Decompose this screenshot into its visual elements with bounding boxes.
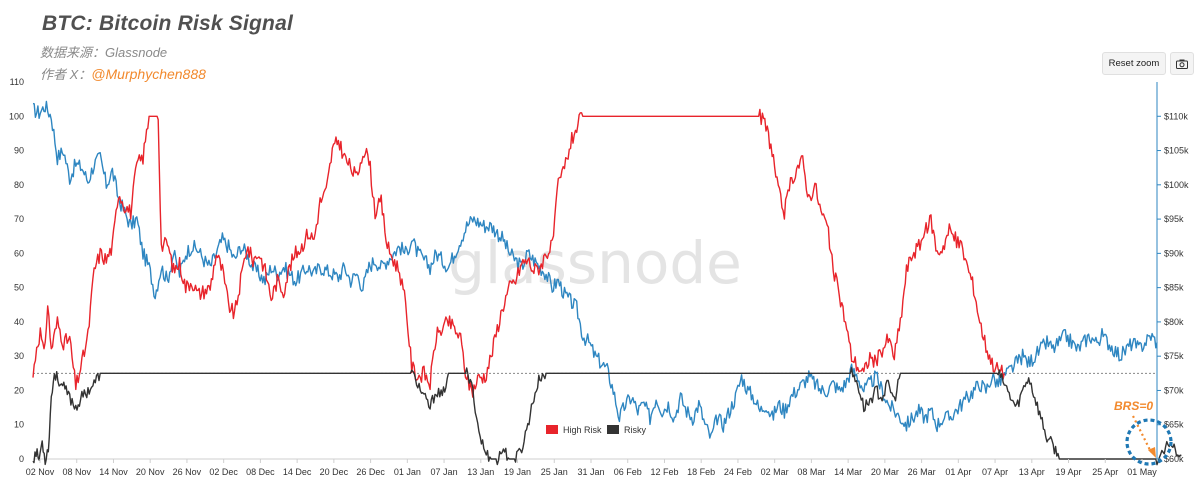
- watermark-text: glassnode: [448, 229, 742, 297]
- y-right-tick-label: $60k: [1164, 454, 1184, 464]
- x-tick-label: 12 Feb: [650, 467, 678, 477]
- y-right-tick-label: $65k: [1164, 420, 1184, 430]
- x-tick-label: 02 Nov: [26, 467, 55, 477]
- author-line: 作者 X：@Murphychen888: [40, 64, 206, 83]
- y-left-tick-label: 60: [14, 248, 24, 258]
- y-right-tick-label: $85k: [1164, 283, 1184, 293]
- x-tick-label: 01 May: [1127, 467, 1157, 477]
- y-left-tick-label: 10: [14, 420, 24, 430]
- x-tick-label: 13 Jan: [467, 467, 494, 477]
- source-label: 数据来源：Glassnode: [40, 45, 168, 60]
- legend-swatch: [607, 425, 619, 434]
- brs-highlight-circle: [1125, 418, 1173, 466]
- brs-annotation-arrowhead: [1148, 447, 1156, 458]
- x-tick-label: 26 Mar: [908, 467, 936, 477]
- x-tick-label: 25 Jan: [541, 467, 568, 477]
- y-left-tick-label: 0: [19, 454, 24, 464]
- brs-annotation-label: BRS=0: [1114, 399, 1153, 413]
- y-right-tick-label: $95k: [1164, 214, 1184, 224]
- x-tick-label: 06 Feb: [614, 467, 642, 477]
- y-left-tick-label: 70: [14, 214, 24, 224]
- chart-title: BTC: Bitcoin Risk Signal: [42, 12, 293, 35]
- x-tick-label: 24 Feb: [724, 467, 752, 477]
- x-tick-label: 08 Nov: [62, 467, 91, 477]
- camera-icon: [1176, 59, 1188, 69]
- author-handle[interactable]: @Murphychen888: [91, 66, 206, 82]
- series-high-risk-line: [32, 108, 1005, 398]
- y-right-tick-label: $80k: [1164, 317, 1184, 327]
- series-price-line: [32, 100, 1158, 439]
- x-tick-label: 19 Jan: [504, 467, 531, 477]
- x-tick-label: 07 Jan: [431, 467, 458, 477]
- axis-layer: 0 10 20 30 40 50 60 70 80 90 100 110 $60k $65k $70k $75…: [9, 77, 1189, 477]
- x-tick-label: 19 Apr: [1056, 467, 1082, 477]
- x-tick-label: 08 Mar: [797, 467, 825, 477]
- y-left-tick-label: 40: [14, 317, 24, 327]
- x-tick-label: 02 Mar: [761, 467, 789, 477]
- grid-layer: [33, 82, 1158, 460]
- y-right-tick-label: $75k: [1164, 351, 1184, 361]
- x-tick-label: 14 Dec: [283, 467, 312, 477]
- brs-annotation-arrow: [1132, 415, 1152, 453]
- x-tick-label: 01 Apr: [945, 467, 971, 477]
- x-tick-label: 07 Apr: [982, 467, 1008, 477]
- legend-label: High Risk: [563, 425, 602, 435]
- y-left-tick-label: 100: [9, 111, 24, 121]
- y-left-tick-label: 110: [10, 77, 24, 87]
- x-tick-label: 14 Nov: [99, 467, 128, 477]
- x-tick-label: 20 Mar: [871, 467, 899, 477]
- legend-swatch: [546, 425, 558, 434]
- y-right-tick-label: $105k: [1164, 146, 1189, 156]
- x-tick-label: 26 Dec: [356, 467, 385, 477]
- x-tick-label: 20 Nov: [136, 467, 165, 477]
- y-left-tick-label: 50: [14, 283, 24, 293]
- x-tick-label: 18 Feb: [687, 467, 715, 477]
- y-right-tick-label: $70k: [1164, 385, 1184, 395]
- x-tick-label: 08 Dec: [246, 467, 275, 477]
- y-right-tick-label: $100k: [1164, 180, 1189, 190]
- series-layer: [32, 100, 1182, 466]
- legend-layer: High Risk Risky: [546, 425, 646, 435]
- author-prefix: 作者 X：: [40, 67, 92, 82]
- reset-zoom-button[interactable]: Reset zoom: [1102, 52, 1166, 75]
- y-left-tick-label: 80: [14, 180, 24, 190]
- y-left-tick-label: 90: [14, 146, 24, 156]
- camera-button[interactable]: [1170, 52, 1194, 75]
- y-left-tick-label: 20: [14, 385, 24, 395]
- x-tick-label: 14 Mar: [834, 467, 862, 477]
- y-right-tick-label: $90k: [1164, 248, 1184, 258]
- x-tick-label: 26 Nov: [173, 467, 202, 477]
- x-tick-label: 31 Jan: [577, 467, 604, 477]
- y-right-tick-label: $110k: [1164, 111, 1188, 121]
- x-tick-label: 25 Apr: [1092, 467, 1118, 477]
- annotation-layer: BRS=0: [1114, 399, 1173, 466]
- y-left-tick-label: 30: [14, 351, 24, 361]
- series-risky-line: [32, 367, 1182, 466]
- x-tick-label: 20 Dec: [320, 467, 349, 477]
- x-tick-label: 13 Apr: [1019, 467, 1045, 477]
- legend-label: Risky: [624, 425, 646, 435]
- x-tick-label: 01 Jan: [394, 467, 421, 477]
- x-tick-label: 02 Dec: [209, 467, 238, 477]
